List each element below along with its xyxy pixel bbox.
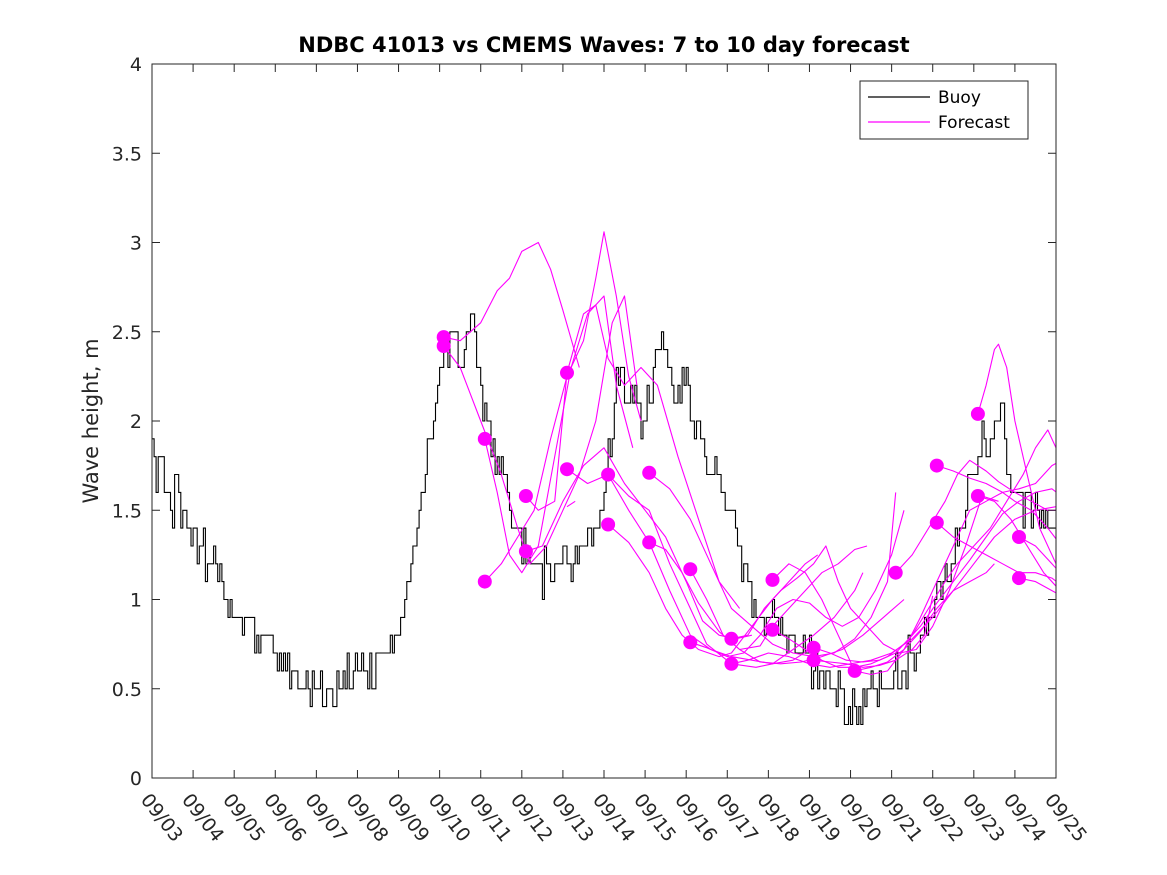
- y-tick-label: 0: [130, 768, 142, 790]
- legend-box: [859, 80, 1029, 140]
- legend-forecast-label: Forecast: [938, 113, 1010, 133]
- forecast-line: [854, 563, 995, 672]
- forecast-marker: [601, 467, 616, 482]
- forecast-marker: [683, 635, 698, 650]
- y-axis-label: Wave height, m: [79, 338, 103, 503]
- y-tick-label: 0.5: [112, 679, 142, 701]
- y-tick-label: 1.5: [112, 500, 142, 522]
- forecast-line: [1018, 536, 1056, 570]
- forecast-marker: [518, 489, 533, 503]
- forecast-marker: [929, 515, 944, 530]
- forecast-line: [648, 472, 897, 658]
- forecast-marker: [970, 489, 985, 503]
- buoy-series: [152, 313, 1056, 726]
- forecast-line: [813, 429, 1056, 663]
- forecast-marker: [847, 663, 862, 678]
- legend: Buoy Forecast: [859, 80, 1029, 140]
- forecast-marker: [601, 517, 616, 532]
- forecast-marker: [1012, 530, 1026, 544]
- forecast-line: [813, 595, 934, 668]
- forecast-line: [977, 343, 1056, 565]
- y-axis: 0 0.5 1 1.5 2 2.5 3 3.5 4: [112, 54, 1056, 790]
- forecast-line: [566, 500, 576, 508]
- forecast-line: [936, 465, 1056, 540]
- forecast-marker: [724, 656, 739, 671]
- legend-buoy-label: Buoy: [938, 88, 981, 108]
- forecast-marker: [929, 458, 944, 473]
- forecast-line: [525, 304, 741, 609]
- forecast-line: [443, 295, 638, 565]
- y-tick-label: 2.5: [112, 322, 142, 344]
- forecast-marker: [806, 653, 821, 668]
- chart-title: NDBC 41013 vs CMEMS Waves: 7 to 10 day f…: [298, 33, 909, 57]
- forecast-line: [443, 241, 580, 368]
- y-tick-label: 4: [130, 54, 142, 76]
- forecast-line: [689, 545, 868, 651]
- forecast-marker: [560, 365, 574, 380]
- forecast-marker: [477, 431, 492, 446]
- forecast-marker: [970, 406, 985, 421]
- forecast-marker: [518, 544, 533, 559]
- forecast-line: [690, 510, 905, 658]
- forecast-marker: [436, 339, 451, 353]
- forecast-markers: [436, 330, 1026, 678]
- buoy-line: [152, 313, 1056, 726]
- forecast-marker: [642, 535, 657, 550]
- y-tick-label: 2: [130, 411, 142, 433]
- forecast-marker: [806, 640, 821, 655]
- forecast-line: [772, 462, 1056, 676]
- forecast-marker: [765, 622, 780, 637]
- forecast-marker: [477, 574, 492, 589]
- forecast-line: [484, 231, 642, 582]
- forecast-line: [607, 524, 819, 658]
- forecast-marker: [642, 465, 657, 480]
- y-tick-label: 3: [130, 233, 142, 255]
- forecast-marker: [765, 572, 780, 587]
- forecast-marker: [888, 565, 903, 580]
- forecast-line: [648, 541, 905, 665]
- forecast-line: [772, 488, 1056, 668]
- forecast-marker: [1012, 571, 1026, 586]
- forecast-line: [484, 295, 634, 574]
- forecast-marker: [724, 631, 739, 646]
- forecast-line: [1018, 577, 1056, 594]
- forecast-line: [525, 447, 753, 640]
- forecast-marker: [683, 562, 698, 577]
- y-tick-label: 3.5: [112, 143, 142, 165]
- forecast-marker: [560, 462, 574, 477]
- y-tick-label: 1: [130, 590, 142, 612]
- forecast-line: [977, 495, 1056, 587]
